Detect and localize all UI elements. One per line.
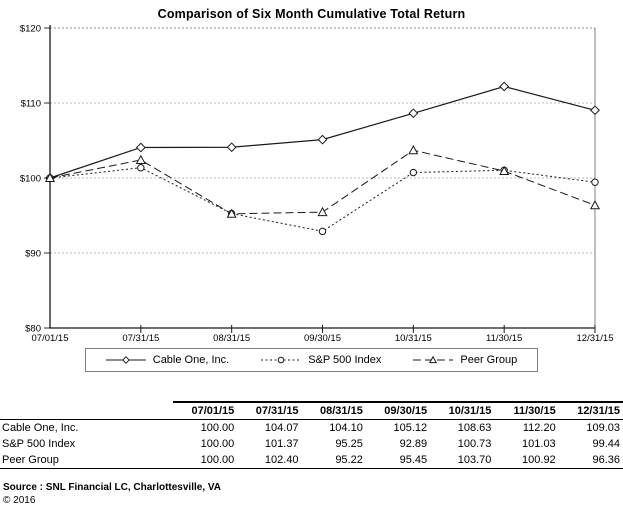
x-axis-label: 12/31/15 (577, 333, 614, 344)
x-axis-label: 08/31/15 (213, 333, 250, 344)
column-header: 09/30/15 (365, 401, 431, 420)
column-header: 12/31/15 (558, 401, 623, 420)
column-header: 10/31/15 (430, 401, 495, 420)
legend-label: S&P 500 Index (308, 354, 382, 366)
series-line-s-p-500-index (49, 167, 596, 232)
cell-value: 100.00 (200, 438, 235, 450)
triangle-marker-icon (408, 145, 419, 155)
circle-marker-icon (318, 227, 327, 236)
legend-item-s-p-500-index: S&P 500 Index (261, 354, 381, 366)
cell-value: 95.45 (365, 452, 431, 469)
y-axis-label: $100 (20, 174, 41, 185)
table-row: S&P 500 Index 100.00 101.37 95.25 92.89 100.7… (0, 436, 623, 452)
cell-value: 99.44 (592, 438, 620, 450)
y-axis-label: $120 (20, 24, 41, 35)
cell-value: 101.03 (522, 438, 556, 450)
legend-item-peer-group: Peer Group (413, 354, 517, 366)
legend-solid-line-icon (105, 356, 146, 364)
cell-value: 100.00 (200, 422, 235, 434)
cell-value: 105.12 (393, 422, 428, 434)
cell-value: 109.03 (586, 422, 620, 434)
column-header: 08/31/15 (301, 401, 366, 420)
diamond-marker-icon (135, 142, 146, 153)
table-row: Peer Group 100.00 102.40 95.22 95.45 103.70 10… (0, 452, 623, 469)
table-row: Cable One, Inc. 100.00 104.07 104.10 105.12 1… (0, 420, 623, 437)
series-line-peer-group (49, 149, 596, 215)
source-label: Source : (3, 482, 44, 493)
diamond-marker-icon (121, 356, 130, 364)
copyright: © 2016 (3, 495, 36, 506)
chart-legend: Cable One, Inc. S&P 500 Index Peer Group (84, 348, 539, 372)
row-label: Peer Group (0, 452, 173, 469)
legend-dashed-line-icon (413, 355, 454, 364)
cell-value: 95.25 (335, 438, 363, 450)
y-axis-label: $90 (25, 249, 41, 260)
circle-marker-icon (137, 164, 145, 172)
cell-value: 103.70 (430, 452, 495, 469)
diamond-marker-icon (590, 105, 600, 116)
triangle-marker-icon (589, 200, 601, 210)
cell-value: 104.10 (329, 422, 363, 434)
table-corner-cell (0, 402, 173, 420)
cell-value: 96.36 (558, 452, 623, 469)
source-value: SNL Financial LC, Charlottesville, VA (45, 482, 222, 493)
x-axis-label: 07/31/15 (122, 333, 159, 344)
triangle-marker-icon (135, 154, 146, 164)
cell-value: 92.89 (399, 438, 428, 450)
circle-marker-icon (277, 356, 285, 364)
x-axis-label: 09/30/15 (304, 333, 341, 344)
legend-dotted-line-icon (261, 356, 302, 364)
cell-value: 112.20 (522, 422, 556, 434)
diamond-marker-icon (408, 108, 419, 119)
diamond-marker-icon (226, 142, 237, 153)
row-label: S&P 500 Index (2, 438, 76, 450)
cell-value: 100.73 (457, 438, 492, 450)
chart-title: Comparison of Six Month Cumulative Total… (157, 7, 466, 21)
cell-value: 95.22 (301, 452, 366, 469)
line-chart: $80 $90 $100 $110 $120 07/01/15 07/31/15 08/31/… (20, 24, 614, 344)
cell-value: 102.40 (237, 452, 302, 469)
cell-value: 108.63 (457, 422, 492, 434)
x-axis-label: 11/30/15 (486, 333, 522, 344)
column-header: 11/30/15 (494, 401, 559, 420)
triangle-marker-icon (317, 206, 328, 217)
x-axis-label: 10/31/15 (395, 333, 432, 344)
diamond-marker-icon (499, 81, 510, 92)
footer: Source : SNL Financial LC, Charlottesvil… (0, 481, 623, 507)
row-label: Cable One, Inc. (2, 422, 79, 434)
cell-value: 100.92 (494, 452, 559, 469)
triangle-marker-icon (429, 355, 438, 364)
triangle-marker-icon (44, 172, 56, 182)
y-axis-label: $110 (21, 99, 41, 110)
cell-value: 104.07 (264, 422, 299, 434)
source-line: Source : SNL Financial LC, Charlottesvil… (3, 481, 623, 494)
y-axis-label: $80 (25, 324, 41, 335)
triangle-marker-icon (499, 165, 510, 176)
diamond-marker-icon (317, 134, 328, 145)
legend-label: Peer Group (460, 354, 518, 366)
x-axis-label: 07/01/15 (32, 333, 69, 344)
column-header: 07/01/15 (173, 401, 238, 420)
series-line-cable-one-inc (49, 85, 596, 179)
circle-marker-icon (591, 178, 599, 186)
returns-table: 07/01/15 07/31/15 08/31/15 09/30/15 10/31/15… (0, 401, 623, 469)
triangle-marker-icon (226, 208, 237, 218)
table-header-row: 07/01/15 07/31/15 08/31/15 09/30/15 10/31/15… (0, 401, 623, 420)
column-header: 07/31/15 (237, 401, 302, 420)
cell-value: 101.37 (264, 438, 299, 450)
circle-marker-icon (409, 168, 418, 177)
legend-label: Cable One, Inc. (152, 354, 230, 366)
cell-value: 100.00 (173, 452, 238, 469)
legend-item-cable-one-inc: Cable One, Inc. (105, 354, 230, 366)
